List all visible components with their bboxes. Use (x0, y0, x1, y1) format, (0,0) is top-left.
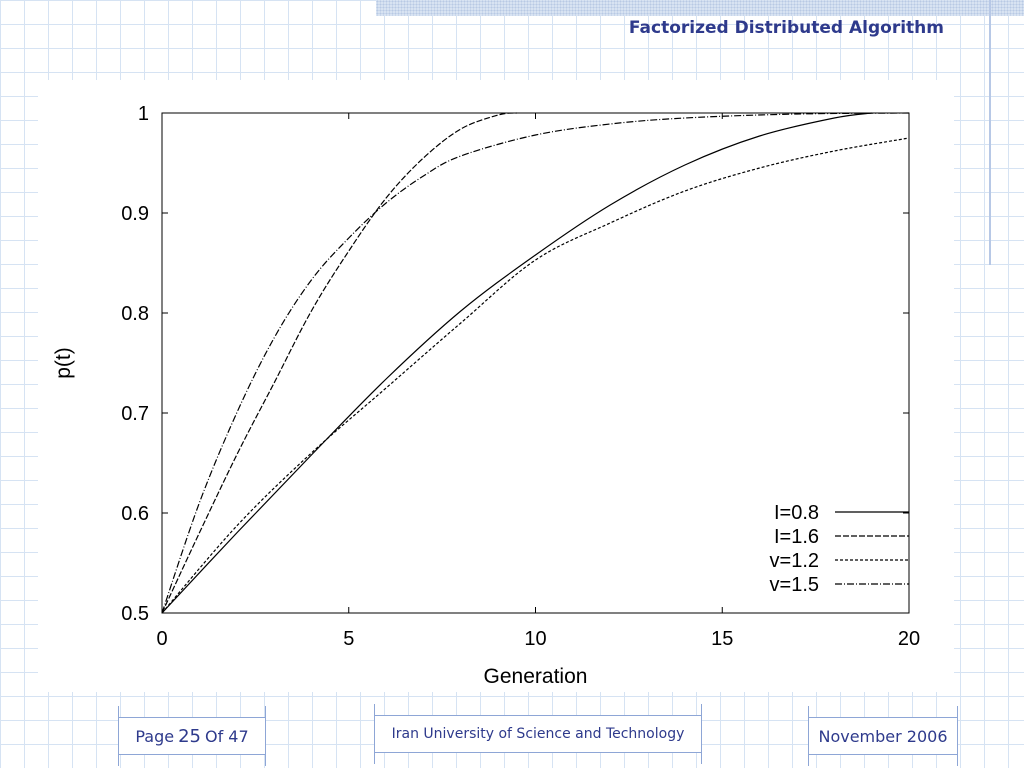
x-tick-label: 15 (711, 628, 733, 650)
x-tick-label: 20 (898, 628, 920, 650)
y-tick-label: 0.7 (121, 403, 149, 425)
y-tick-label: 0.5 (121, 603, 149, 625)
y-tick-label: 0.6 (121, 503, 149, 525)
series-line-0 (161, 112, 872, 614)
x-axis-label: Generation (484, 665, 588, 688)
legend-label: I=0.8 (774, 502, 819, 524)
series-line-3 (161, 112, 910, 614)
x-tick-label: 5 (343, 628, 354, 650)
series-line-1 (161, 112, 517, 614)
right-vertical-rule (989, 0, 991, 265)
legend-label: v=1.2 (770, 550, 819, 572)
slide-title: Factorized Distributed Algorithm (628, 18, 944, 38)
x-tick-label: 0 (156, 628, 167, 650)
footer-page-prefix: Page (135, 726, 175, 746)
y-axis-label: p(t) (52, 347, 75, 379)
legend-label: v=1.5 (770, 574, 819, 596)
line-chart: 0 5 10 15 20 0.5 0.6 0.7 0.8 0.9 1 Generation p(t) I=… (52, 103, 920, 688)
x-tick-label: 10 (524, 628, 546, 650)
plot-panel: 0 5 10 15 20 0.5 0.6 0.7 0.8 0.9 1 Generation p(t) I=… (38, 80, 954, 692)
footer-date-box: November 2006 (808, 706, 958, 766)
y-tick-label: 0.9 (121, 203, 149, 225)
footer-date: November 2006 (818, 726, 948, 746)
footer-page-total: Of 47 (204, 726, 249, 746)
footer-institution: Iran University of Science and Technolog… (391, 726, 685, 742)
legend-label: I=1.6 (774, 526, 819, 548)
y-tick-label: 1 (138, 103, 149, 125)
footer-institution-box: Iran University of Science and Technolog… (374, 704, 702, 764)
footer-page-box: Page 25 Of 47 (118, 706, 266, 766)
footer-page-number: 25 (178, 725, 201, 747)
series-line-2 (161, 137, 910, 614)
top-decorative-band (376, 0, 1024, 16)
y-tick-label: 0.8 (121, 303, 149, 325)
